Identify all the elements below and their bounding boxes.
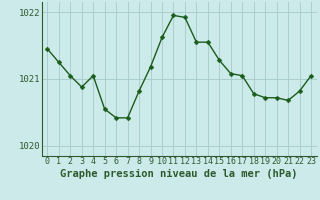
X-axis label: Graphe pression niveau de la mer (hPa): Graphe pression niveau de la mer (hPa) xyxy=(60,169,298,179)
